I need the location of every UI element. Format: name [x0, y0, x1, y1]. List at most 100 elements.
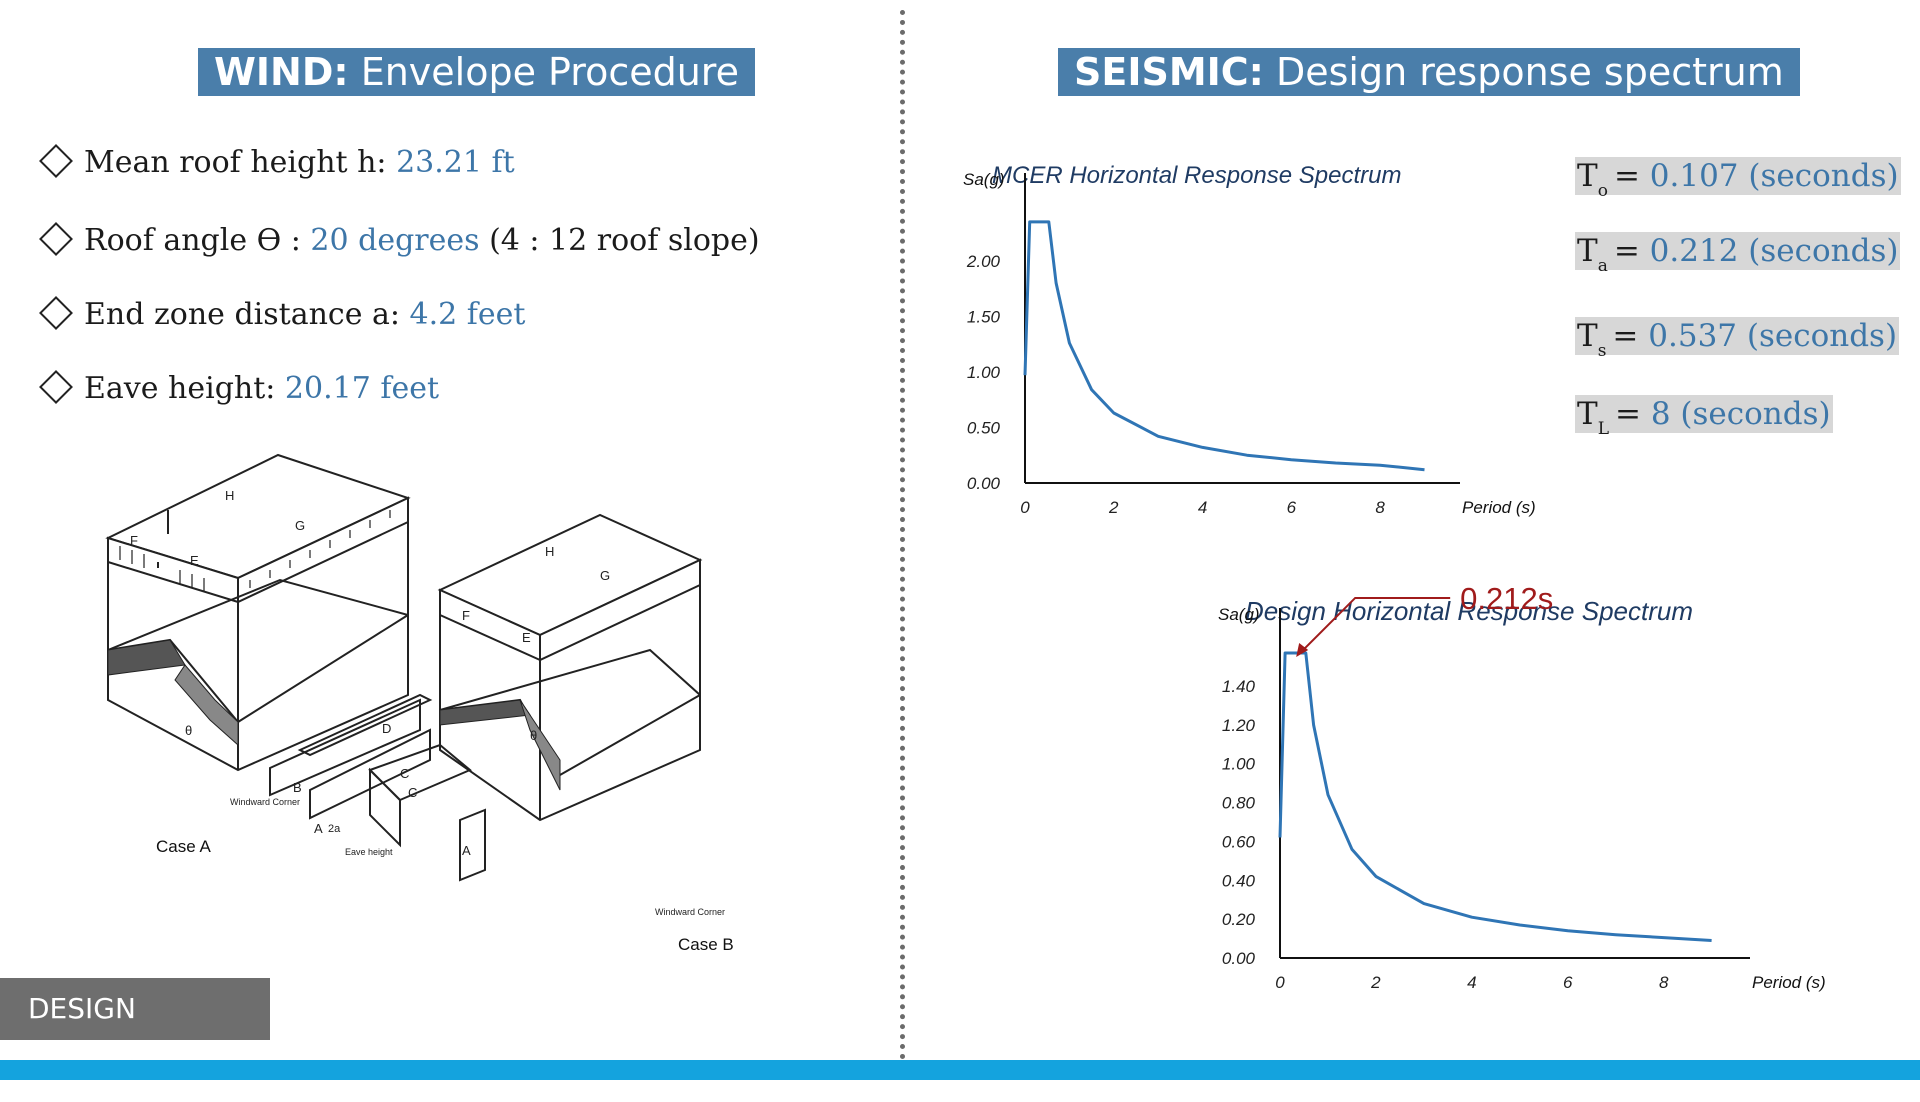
bullet-label: Roof angle ϴ :	[84, 223, 310, 258]
zone-label-a: A	[314, 821, 323, 836]
x-tick-label: 4	[1467, 973, 1476, 992]
bullet-value: 20.17 feet	[285, 371, 439, 406]
y-tick-label: 0.60	[1222, 832, 1256, 851]
diamond-icon	[39, 144, 73, 178]
case-b-label: Case B	[678, 935, 734, 954]
param-value: 0.537 (seconds)	[1648, 318, 1897, 354]
chart-title: MCER Horizontal Response Spectrum	[992, 162, 1402, 189]
case-b-building	[440, 650, 700, 820]
diamond-icon	[39, 222, 73, 256]
x-tick-label: 6	[1563, 973, 1573, 992]
x-tick-label: 8	[1659, 973, 1669, 992]
bullet-label: End zone distance a:	[84, 297, 410, 332]
param-symbol: T	[1577, 158, 1598, 194]
diamond-icon	[39, 296, 73, 330]
column-divider	[900, 10, 905, 1060]
bullet-value: 4.2 feet	[410, 297, 526, 332]
section-label-badge: DESIGN CRITERIA	[0, 978, 270, 1040]
y-tick-label: 1.50	[967, 307, 1001, 326]
param-t-o: To= 0.107 (seconds)	[1575, 157, 1901, 195]
y-tick-label: 0.20	[1222, 910, 1256, 929]
zone-label-g-b: G	[600, 568, 610, 583]
theta-label: θ	[185, 723, 192, 738]
param-value: 0.212 (seconds)	[1650, 233, 1899, 269]
case-a-label: Case A	[156, 837, 211, 856]
y-tick-label: 0.00	[1222, 949, 1256, 968]
zone-label-f: F	[130, 533, 138, 548]
x-tick-label: 0	[1020, 498, 1030, 517]
y-tick-label: 1.00	[967, 363, 1001, 382]
y-tick-label: 0.80	[1222, 794, 1256, 813]
design-spectrum-chart: Design Horizontal Response SpectrumSa(g)…	[1195, 585, 1875, 1005]
seismic-title-bold: SEISMIC:	[1074, 50, 1264, 94]
zone-label-b: B	[293, 780, 302, 795]
param-value: 8 (seconds)	[1651, 396, 1831, 432]
param-t-l: TL= 8 (seconds)	[1575, 395, 1833, 433]
spectrum-series-line	[1280, 653, 1712, 941]
zone-label-f-b: F	[462, 608, 470, 623]
diamond-icon	[39, 370, 73, 404]
y-tick-label: 1.20	[1222, 716, 1256, 735]
y-tick-label: 0.40	[1222, 871, 1256, 890]
zone-label-h: H	[225, 488, 234, 503]
zone-label-e: E	[190, 553, 199, 568]
bullet-roof-angle: Roof angle ϴ : 20 degrees (4 : 12 roof s…	[38, 223, 760, 258]
case-a-building	[108, 580, 408, 770]
x-axis-label: Period (s)	[1752, 973, 1826, 992]
seismic-title-rest: Design response spectrum	[1264, 50, 1784, 94]
y-tick-label: 0.00	[967, 474, 1001, 493]
param-subscript: s	[1598, 341, 1607, 361]
zone-label-e-b: E	[522, 630, 531, 645]
param-subscript: o	[1598, 181, 1608, 201]
x-tick-label: 4	[1198, 498, 1207, 517]
bullet-value: 23.21 ft	[396, 145, 515, 180]
windward-corner-label: Windward Corner	[230, 797, 300, 807]
y-tick-label: 1.00	[1222, 755, 1256, 774]
y-tick-label: 0.50	[967, 418, 1001, 437]
bullet-suffix: (4 : 12 roof slope)	[480, 223, 760, 258]
bullet-end-zone-distance: End zone distance a: 4.2 feet	[38, 297, 525, 332]
wind-envelope-diagram: F E H G D C B A θ θ F E H G C A 2a Eave …	[90, 450, 860, 990]
param-value: 0.107 (seconds)	[1650, 158, 1899, 194]
theta-label-b: θ	[530, 728, 537, 743]
windward-corner-label-b: Windward Corner	[655, 907, 725, 917]
zone-label-c-b: C	[408, 785, 417, 800]
bullet-label: Mean roof height h:	[84, 145, 396, 180]
bullet-eave-height: Eave height: 20.17 feet	[38, 371, 439, 406]
y-tick-label: 1.40	[1222, 677, 1256, 696]
wind-title: WIND: Envelope Procedure	[198, 48, 755, 96]
param-symbol: T	[1577, 318, 1598, 354]
bullet-mean-roof-height: Mean roof height h: 23.21 ft	[38, 145, 515, 180]
param-t-a: Ta= 0.212 (seconds)	[1575, 232, 1900, 270]
y-tick-label: 2.00	[966, 252, 1001, 271]
zone-label-c: C	[400, 766, 409, 781]
x-tick-label: 2	[1108, 498, 1119, 517]
x-tick-label: 8	[1375, 498, 1385, 517]
two-a-label: 2a	[328, 823, 341, 835]
wind-title-bold: WIND:	[214, 50, 349, 94]
zone-label-g: G	[295, 518, 305, 533]
x-tick-label: 0	[1275, 973, 1285, 992]
wind-title-rest: Envelope Procedure	[349, 50, 739, 94]
x-tick-label: 6	[1287, 498, 1297, 517]
x-axis-label: Period (s)	[1462, 498, 1536, 517]
y-axis-label: Sa(g)	[1218, 605, 1260, 624]
y-axis-label: Sa(g)	[963, 170, 1005, 189]
param-subscript: L	[1598, 419, 1609, 439]
bottom-accent-bar	[0, 1060, 1920, 1080]
param-symbol: T	[1577, 396, 1598, 432]
param-subscript: a	[1598, 256, 1608, 276]
bullet-value: 20 degrees	[310, 223, 479, 258]
zone-label-a-b: A	[462, 843, 471, 858]
seismic-title: SEISMIC: Design response spectrum	[1058, 48, 1800, 96]
bullet-label: Eave height:	[84, 371, 285, 406]
eave-height-label: Eave height	[345, 847, 393, 857]
param-symbol: T	[1577, 233, 1598, 269]
param-t-s: Ts= 0.537 (seconds)	[1575, 317, 1899, 355]
zone-label-d: D	[382, 721, 391, 736]
x-tick-label: 2	[1370, 973, 1381, 992]
annotation-label: 0.212s	[1460, 585, 1553, 616]
spectrum-series-line	[1025, 222, 1425, 470]
zone-label-h-b: H	[545, 544, 554, 559]
